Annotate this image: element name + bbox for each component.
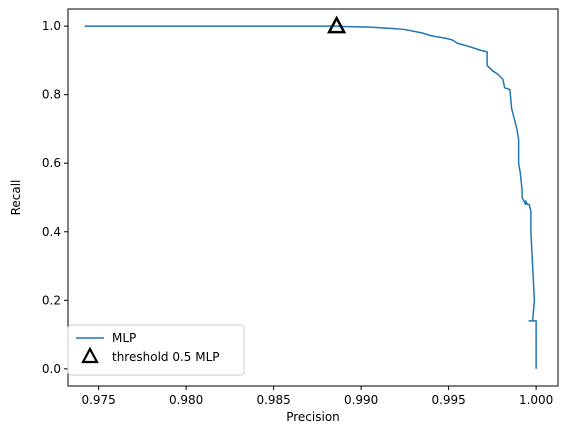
y-axis-label: Recall	[9, 180, 23, 216]
marker-layer	[327, 15, 347, 34]
series-line-mlp	[84, 25, 537, 369]
legend-label-threshold: threshold 0.5 MLP	[112, 350, 220, 364]
axes-frame	[67, 8, 559, 387]
x-tick-label: 0.985	[256, 393, 290, 407]
x-axis-ticks: 0.975 0.980 0.985 0.990 0.995 1.000	[81, 386, 553, 407]
y-tick-label: 0.6	[42, 156, 61, 170]
y-axis-ticks: 0.0 0.2 0.4 0.6 0.8 1.0	[42, 19, 68, 376]
x-tick-label: 0.995	[431, 393, 465, 407]
legend-label-mlp: MLP	[112, 331, 136, 345]
x-axis-label: Precision	[286, 410, 340, 424]
legend-triangle-icon	[81, 346, 99, 364]
x-tick-label: 0.980	[169, 393, 203, 407]
x-tick-label: 1.000	[519, 393, 553, 407]
y-tick-label: 0.2	[42, 293, 61, 307]
x-tick-label: 0.975	[81, 393, 115, 407]
y-tick-label: 1.0	[42, 19, 61, 33]
y-tick-label: 0.8	[42, 88, 61, 102]
x-tick-label: 0.990	[344, 393, 378, 407]
plot-area	[68, 9, 558, 386]
y-tick-label: 0.0	[42, 362, 61, 376]
threshold-marker	[327, 15, 347, 34]
y-tick-label: 0.4	[42, 225, 61, 239]
series-layer	[84, 25, 537, 369]
legend: MLP threshold 0.5 MLP	[67, 324, 245, 376]
legend-box	[67, 324, 245, 376]
